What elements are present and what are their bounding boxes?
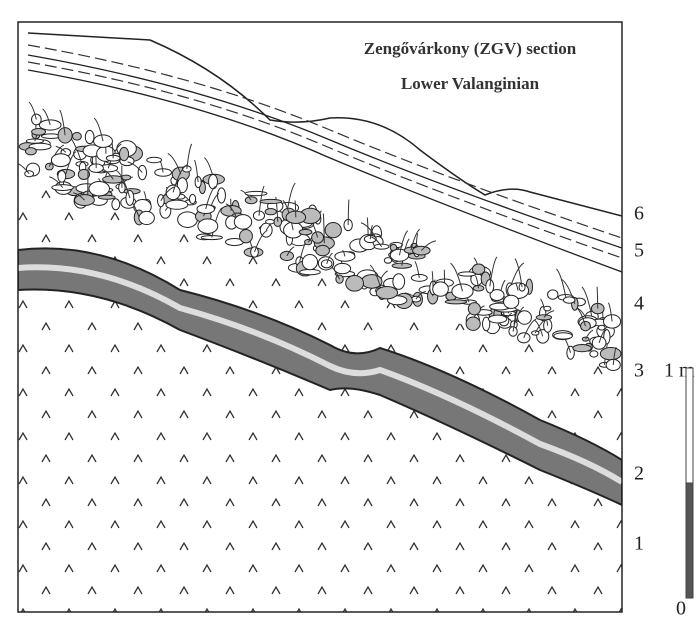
scale-bar-lower — [686, 483, 693, 598]
rubble-clast — [472, 264, 484, 274]
scale-bar-upper — [686, 368, 693, 483]
rubble-clast — [466, 317, 480, 330]
subtitle: Lower Valanginian — [401, 74, 540, 93]
layer-label: 5 — [634, 240, 644, 262]
layer-label: 4 — [634, 293, 644, 315]
rubble-clast — [346, 275, 364, 291]
layer-label: 2 — [634, 463, 644, 485]
rubble-clast — [58, 171, 66, 183]
rubble-clast — [245, 191, 267, 195]
rubble-clast — [573, 345, 591, 352]
rubble-clast — [265, 209, 276, 215]
layer-label: 3 — [634, 360, 644, 382]
rubble-clast — [563, 297, 574, 303]
rubble-clast — [325, 222, 341, 237]
rubble-clast — [393, 274, 405, 289]
strata — [15, 22, 622, 612]
rubble-clast — [600, 348, 621, 360]
rubble-clast — [245, 197, 257, 204]
rubble-clast — [334, 263, 350, 273]
rubble-clast — [119, 147, 128, 160]
rubble-clast — [590, 351, 598, 357]
rubble-clast — [488, 315, 506, 323]
rubble-clast — [198, 219, 218, 234]
rubble-clast — [190, 194, 196, 203]
rubble-clast — [548, 290, 558, 299]
section-diagram: Zengővárkony (ZGV) section Lower Valangi… — [0, 0, 697, 627]
rubble-clast — [544, 306, 551, 311]
rubble-clast — [598, 325, 605, 330]
rubble-clast — [32, 128, 46, 135]
rubble-clast — [302, 254, 317, 269]
rubble-clast — [72, 132, 81, 140]
rubble-clast — [260, 199, 282, 203]
rubble-clast — [266, 220, 275, 224]
rubble-clast — [240, 229, 253, 242]
layer-label: 1 — [634, 533, 644, 555]
rubble-clast — [376, 287, 397, 299]
rubble-clast — [604, 315, 621, 328]
rubble-clast — [300, 269, 321, 274]
rubble-clast — [217, 188, 225, 203]
rubble-clast — [89, 181, 110, 195]
rubble-clast — [299, 229, 312, 234]
rubble-clast — [433, 282, 449, 296]
rubble-clast — [234, 215, 251, 229]
rubble-clast — [112, 199, 120, 210]
layer-label: 6 — [634, 203, 644, 225]
rubble-clast — [178, 212, 198, 228]
rubble-clast — [445, 300, 467, 304]
rubble-clast — [554, 333, 573, 339]
scale-bottom-label: 0 — [676, 598, 686, 620]
rubble-clast — [139, 211, 154, 224]
rubble-clast — [166, 200, 188, 209]
rubble-clast — [504, 295, 519, 308]
rubble-clast — [486, 280, 494, 293]
title: Zengővárkony (ZGV) section — [364, 39, 577, 58]
rubble-clast — [468, 303, 480, 315]
rubble-clast — [209, 175, 218, 189]
rubble-clast — [74, 195, 94, 206]
rubble-clast — [518, 311, 532, 325]
rubble-clast — [51, 154, 70, 167]
rubble-clast — [413, 246, 431, 255]
page: Zengővárkony (ZGV) section Lower Valangi… — [0, 0, 697, 627]
rubble-clast — [85, 130, 94, 143]
rubble-clast — [147, 157, 162, 162]
rubble-clast — [126, 190, 134, 205]
rubble-clast — [316, 245, 330, 255]
rubble-clast — [25, 148, 36, 155]
